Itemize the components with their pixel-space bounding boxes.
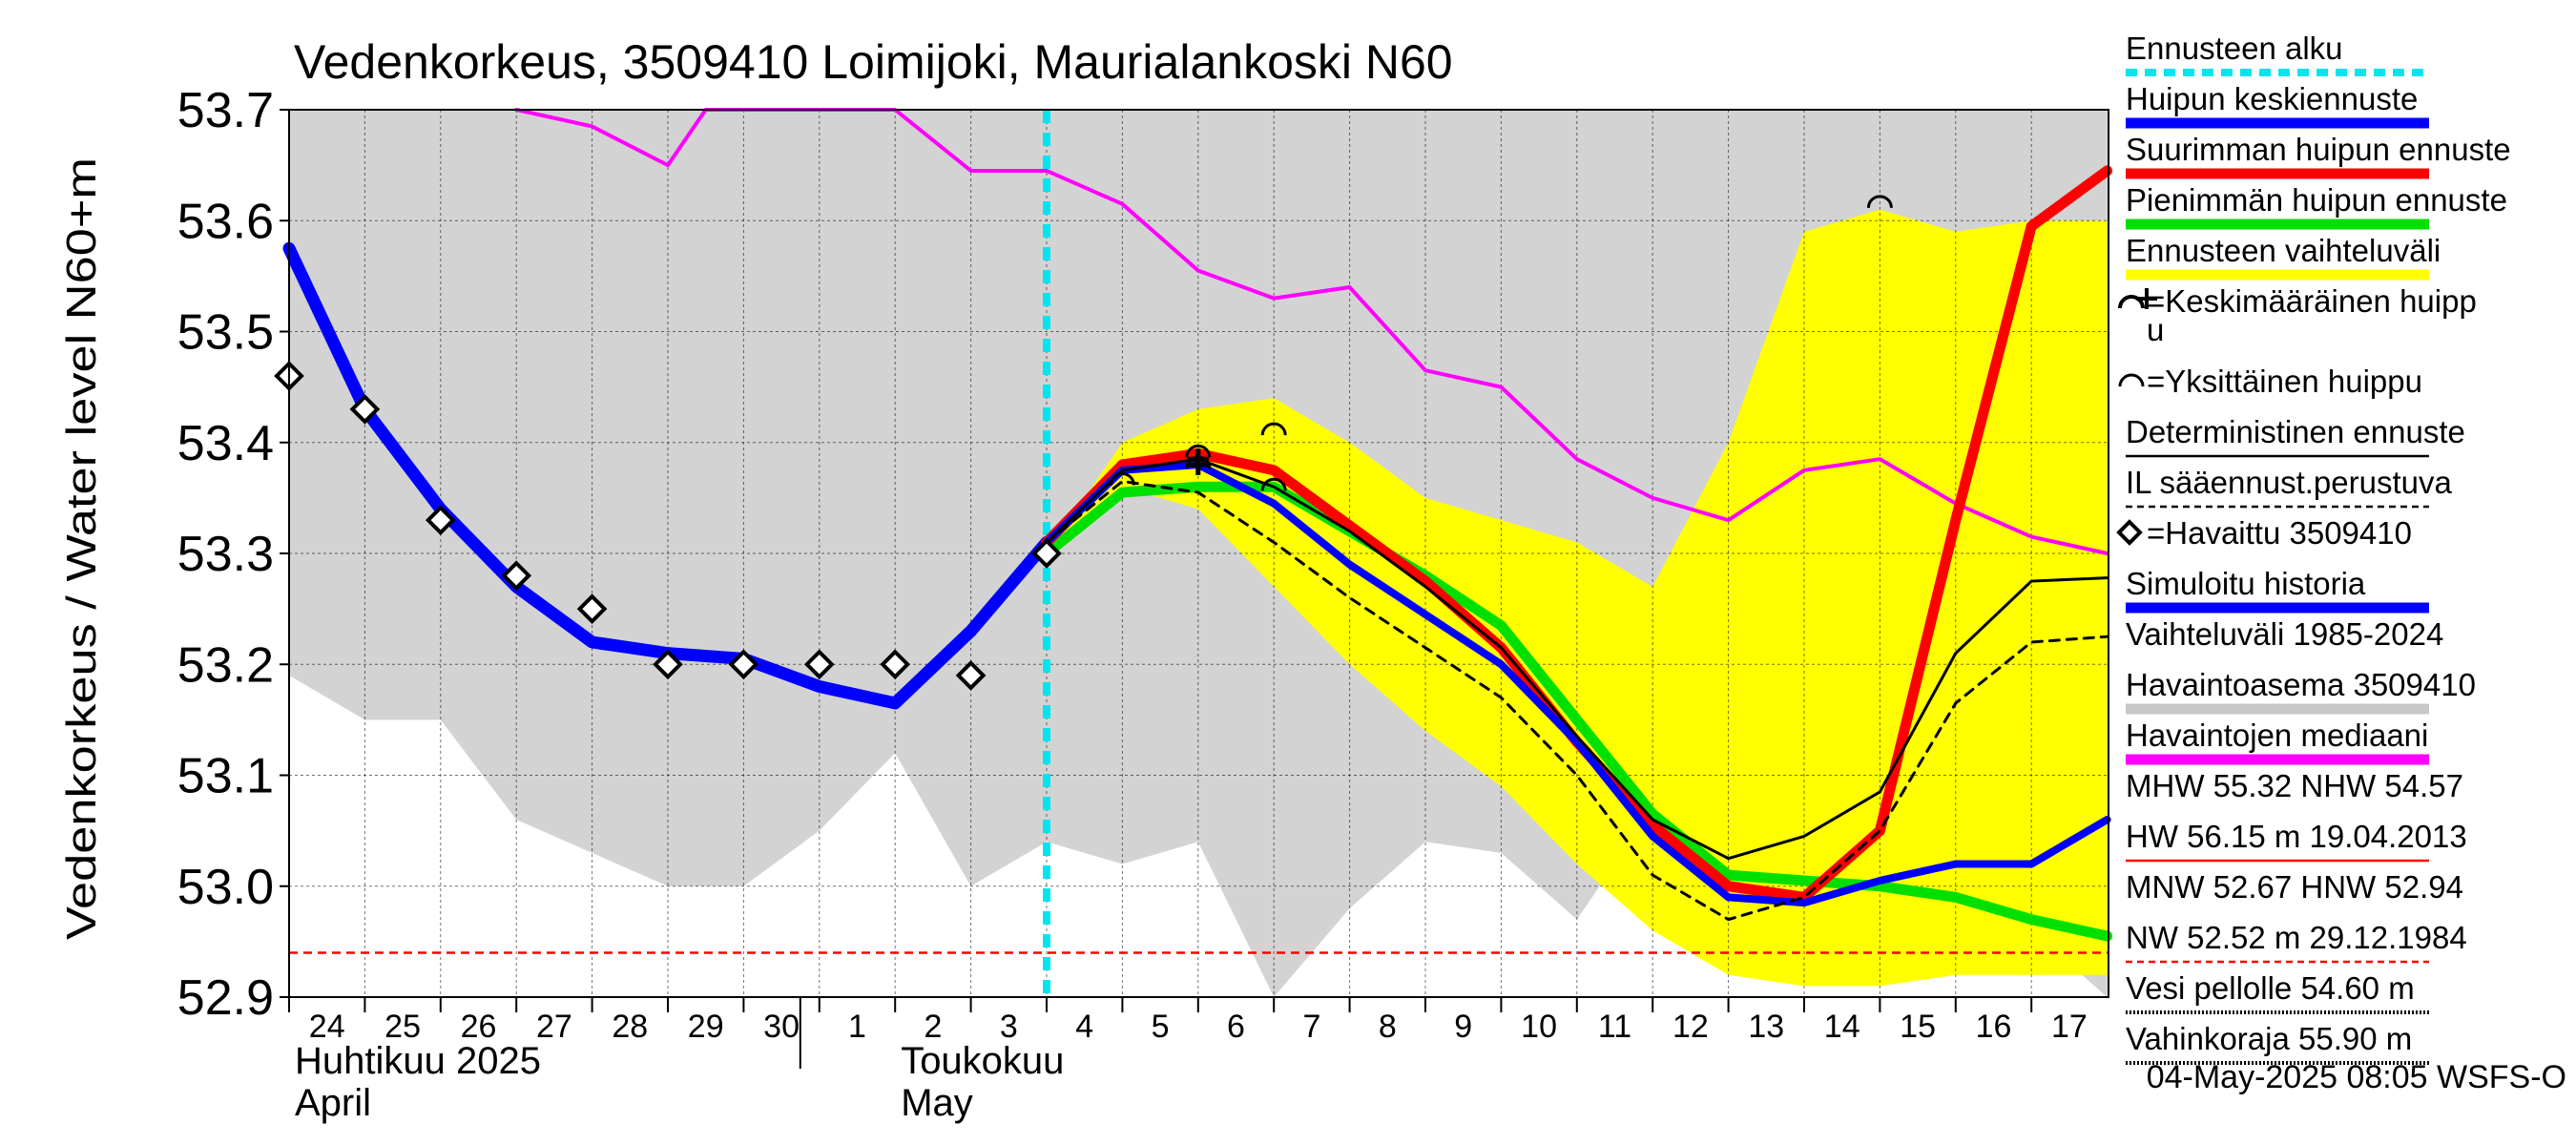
legend-label: Ennusteen vaihteluväli [2126, 233, 2441, 268]
legend-label: =Havaittu 3509410 [2147, 515, 2412, 551]
x-tick-label: 6 [1227, 1009, 1245, 1045]
observed-point [803, 649, 835, 680]
single-peak-marker [1185, 444, 1212, 458]
x-tick-label: 1 [848, 1009, 866, 1045]
legend-label: Havaintoasema 3509410 [2126, 667, 2476, 702]
legend-label: NW 52.52 m 29.12.1984 [2126, 920, 2467, 955]
x-tick-label: 2 [924, 1009, 942, 1045]
x-tick-label: 24 [309, 1009, 345, 1045]
legend-mean-peak-symbol [2118, 288, 2157, 309]
observed-point [576, 593, 608, 624]
legend: Ennusteen alku Huipun keskiennuste Suurimm… [2116, 31, 2511, 1065]
legend-label: Pienimmän huipun ennuste [2126, 182, 2507, 218]
observed-point [955, 660, 987, 691]
observed-point [1031, 538, 1062, 569]
x-tick-label: 4 [1075, 1009, 1093, 1045]
observed-point [501, 560, 532, 592]
x-tick-label: 30 [763, 1009, 800, 1045]
x-tick-label: 11 [1598, 1009, 1631, 1045]
x-tick-label: 3 [1000, 1009, 1018, 1045]
month-label-en: April [295, 1082, 371, 1124]
x-tick-label: 26 [461, 1009, 497, 1045]
y-tick-label: 53.0 [177, 860, 274, 915]
x-axis: 24 25 26 27 28 29 30 1 2 3 4 5 6 7 8 9 10 11 12 13 14 15 16 17H… [288, 997, 2088, 1124]
x-tick-label: 13 [1748, 1009, 1784, 1045]
legend-label: Simuloitu historia [2126, 566, 2366, 601]
x-tick-label: 15 [1900, 1009, 1936, 1045]
footer-timestamp: 04-May-2025 08:05 WSFS-O [2147, 1059, 2566, 1095]
single-peak-marker [1109, 471, 1135, 486]
legend-label: Vesi pellolle 54.60 m [2126, 970, 2415, 1006]
single-peak-marker [1866, 195, 1893, 208]
y-tick-label: 53.2 [177, 637, 274, 693]
x-tick-label: 7 [1302, 1009, 1320, 1045]
y-tick-label: 53.6 [177, 194, 274, 249]
legend-label: Suurimman huipun ennuste [2126, 132, 2511, 167]
y-tick-label: 53.1 [177, 749, 274, 804]
x-tick-label: 25 [384, 1009, 421, 1045]
y-tick-label: 53.4 [177, 416, 274, 471]
legend-observed-symbol [2116, 519, 2143, 546]
legend-label: HW 56.15 m 19.04.2013 [2126, 819, 2467, 854]
series-pienimman-huipun-ennuste [1041, 481, 2113, 942]
x-tick-label: 17 [2051, 1009, 2088, 1045]
x-tick-label: 12 [1672, 1009, 1709, 1045]
x-tick-label: 27 [536, 1009, 572, 1045]
x-tick-label: 9 [1454, 1009, 1472, 1045]
month-label-fi: Huhtikuu 2025 [295, 1040, 541, 1082]
y-axis-label: Vedenkorkeus / Water level N60+m [58, 157, 105, 940]
x-tick-label: 28 [612, 1009, 648, 1045]
legend-label: Havaintojen mediaani [2126, 718, 2428, 753]
legend-label: IL sääennust.perustuva [2126, 465, 2452, 500]
month-label-fi: Toukokuu [901, 1040, 1064, 1082]
mean-peak-marker [1187, 454, 1209, 475]
legend-label: =Yksittäinen huippu [2147, 364, 2422, 399]
chart-title: Vedenkorkeus, 3509410 Loimijoki, Maurial… [294, 35, 1453, 89]
legend-label: Vaihteluväli 1985-2024 [2126, 616, 2443, 652]
legend-label: Deterministinen ennuste [2126, 414, 2465, 449]
legend-label: MNW 52.67 HNW 52.94 [2126, 869, 2463, 905]
series-huipun-keskiennuste [1043, 461, 2111, 907]
legend-single-peak-symbol [2118, 373, 2145, 387]
x-tick-label: 16 [1976, 1009, 2012, 1045]
single-peak-marker [1260, 477, 1287, 491]
single-peak-marker [1260, 422, 1287, 436]
series-deterministinen-ennuste [1045, 457, 2109, 861]
x-tick-label: 10 [1521, 1009, 1557, 1045]
observed-point [728, 649, 759, 680]
y-tick-label: 52.9 [177, 970, 274, 1026]
observed-point [349, 394, 381, 425]
observed-point [653, 649, 683, 680]
x-tick-label: 29 [688, 1009, 724, 1045]
x-tick-label: 8 [1379, 1009, 1397, 1045]
observed-point [425, 505, 456, 535]
month-label-en: May [901, 1082, 973, 1124]
y-tick-label: 53.5 [177, 305, 274, 361]
x-tick-label: 14 [1824, 1009, 1860, 1045]
legend-label: =Keskimääräinen huipp [2147, 283, 2477, 319]
legend-label: Huipun keskiennuste [2126, 81, 2418, 116]
y-axis: 53.7 53.6 53.5 53.4 53.3 53.2 53.1 53.0 52.9 [177, 83, 289, 1026]
legend-label: MHW 55.32 NHW 54.57 [2126, 768, 2463, 803]
observed-point [880, 649, 911, 680]
legend-label: Vahinkoraja 55.90 m [2126, 1021, 2412, 1056]
y-tick-label: 53.7 [177, 83, 274, 138]
series-il-saaennust-perustuva [1045, 479, 2109, 922]
markers [274, 195, 1893, 691]
legend-label: Ennusteen alku [2126, 31, 2343, 66]
y-tick-label: 53.3 [177, 527, 274, 582]
legend-label: u [2147, 312, 2164, 347]
x-tick-label: 5 [1152, 1009, 1170, 1045]
